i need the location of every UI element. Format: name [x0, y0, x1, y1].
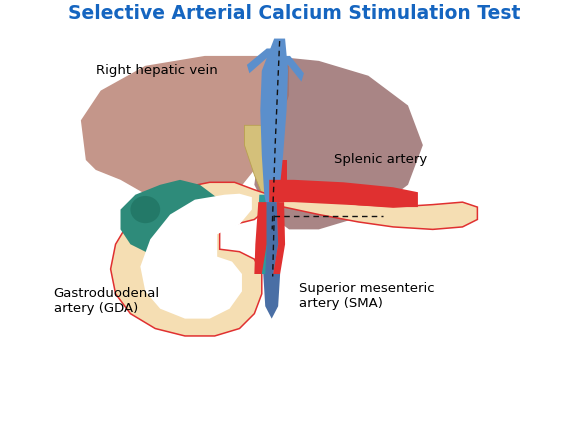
Polygon shape — [245, 125, 279, 200]
Polygon shape — [260, 39, 288, 214]
Polygon shape — [255, 56, 423, 230]
Polygon shape — [269, 195, 280, 274]
Polygon shape — [257, 195, 270, 274]
Polygon shape — [121, 180, 225, 254]
Text: Selective Arterial Calcium Stimulation Test: Selective Arterial Calcium Stimulation T… — [68, 4, 520, 23]
Polygon shape — [273, 202, 285, 274]
Polygon shape — [255, 202, 267, 274]
Polygon shape — [269, 180, 418, 207]
Polygon shape — [141, 194, 252, 319]
Text: Right hepatic vein: Right hepatic vein — [96, 64, 218, 77]
Polygon shape — [274, 160, 286, 180]
Polygon shape — [111, 182, 269, 336]
Polygon shape — [269, 195, 477, 230]
Polygon shape — [81, 56, 289, 210]
Polygon shape — [265, 202, 278, 274]
Text: Gastroduodenal
artery (GDA): Gastroduodenal artery (GDA) — [54, 287, 160, 315]
Polygon shape — [263, 274, 280, 319]
Polygon shape — [247, 49, 274, 73]
Text: Splenic artery: Splenic artery — [333, 154, 427, 167]
Ellipse shape — [131, 196, 160, 223]
Polygon shape — [285, 56, 304, 82]
Text: Superior mesenteric
artery (SMA): Superior mesenteric artery (SMA) — [299, 282, 435, 310]
